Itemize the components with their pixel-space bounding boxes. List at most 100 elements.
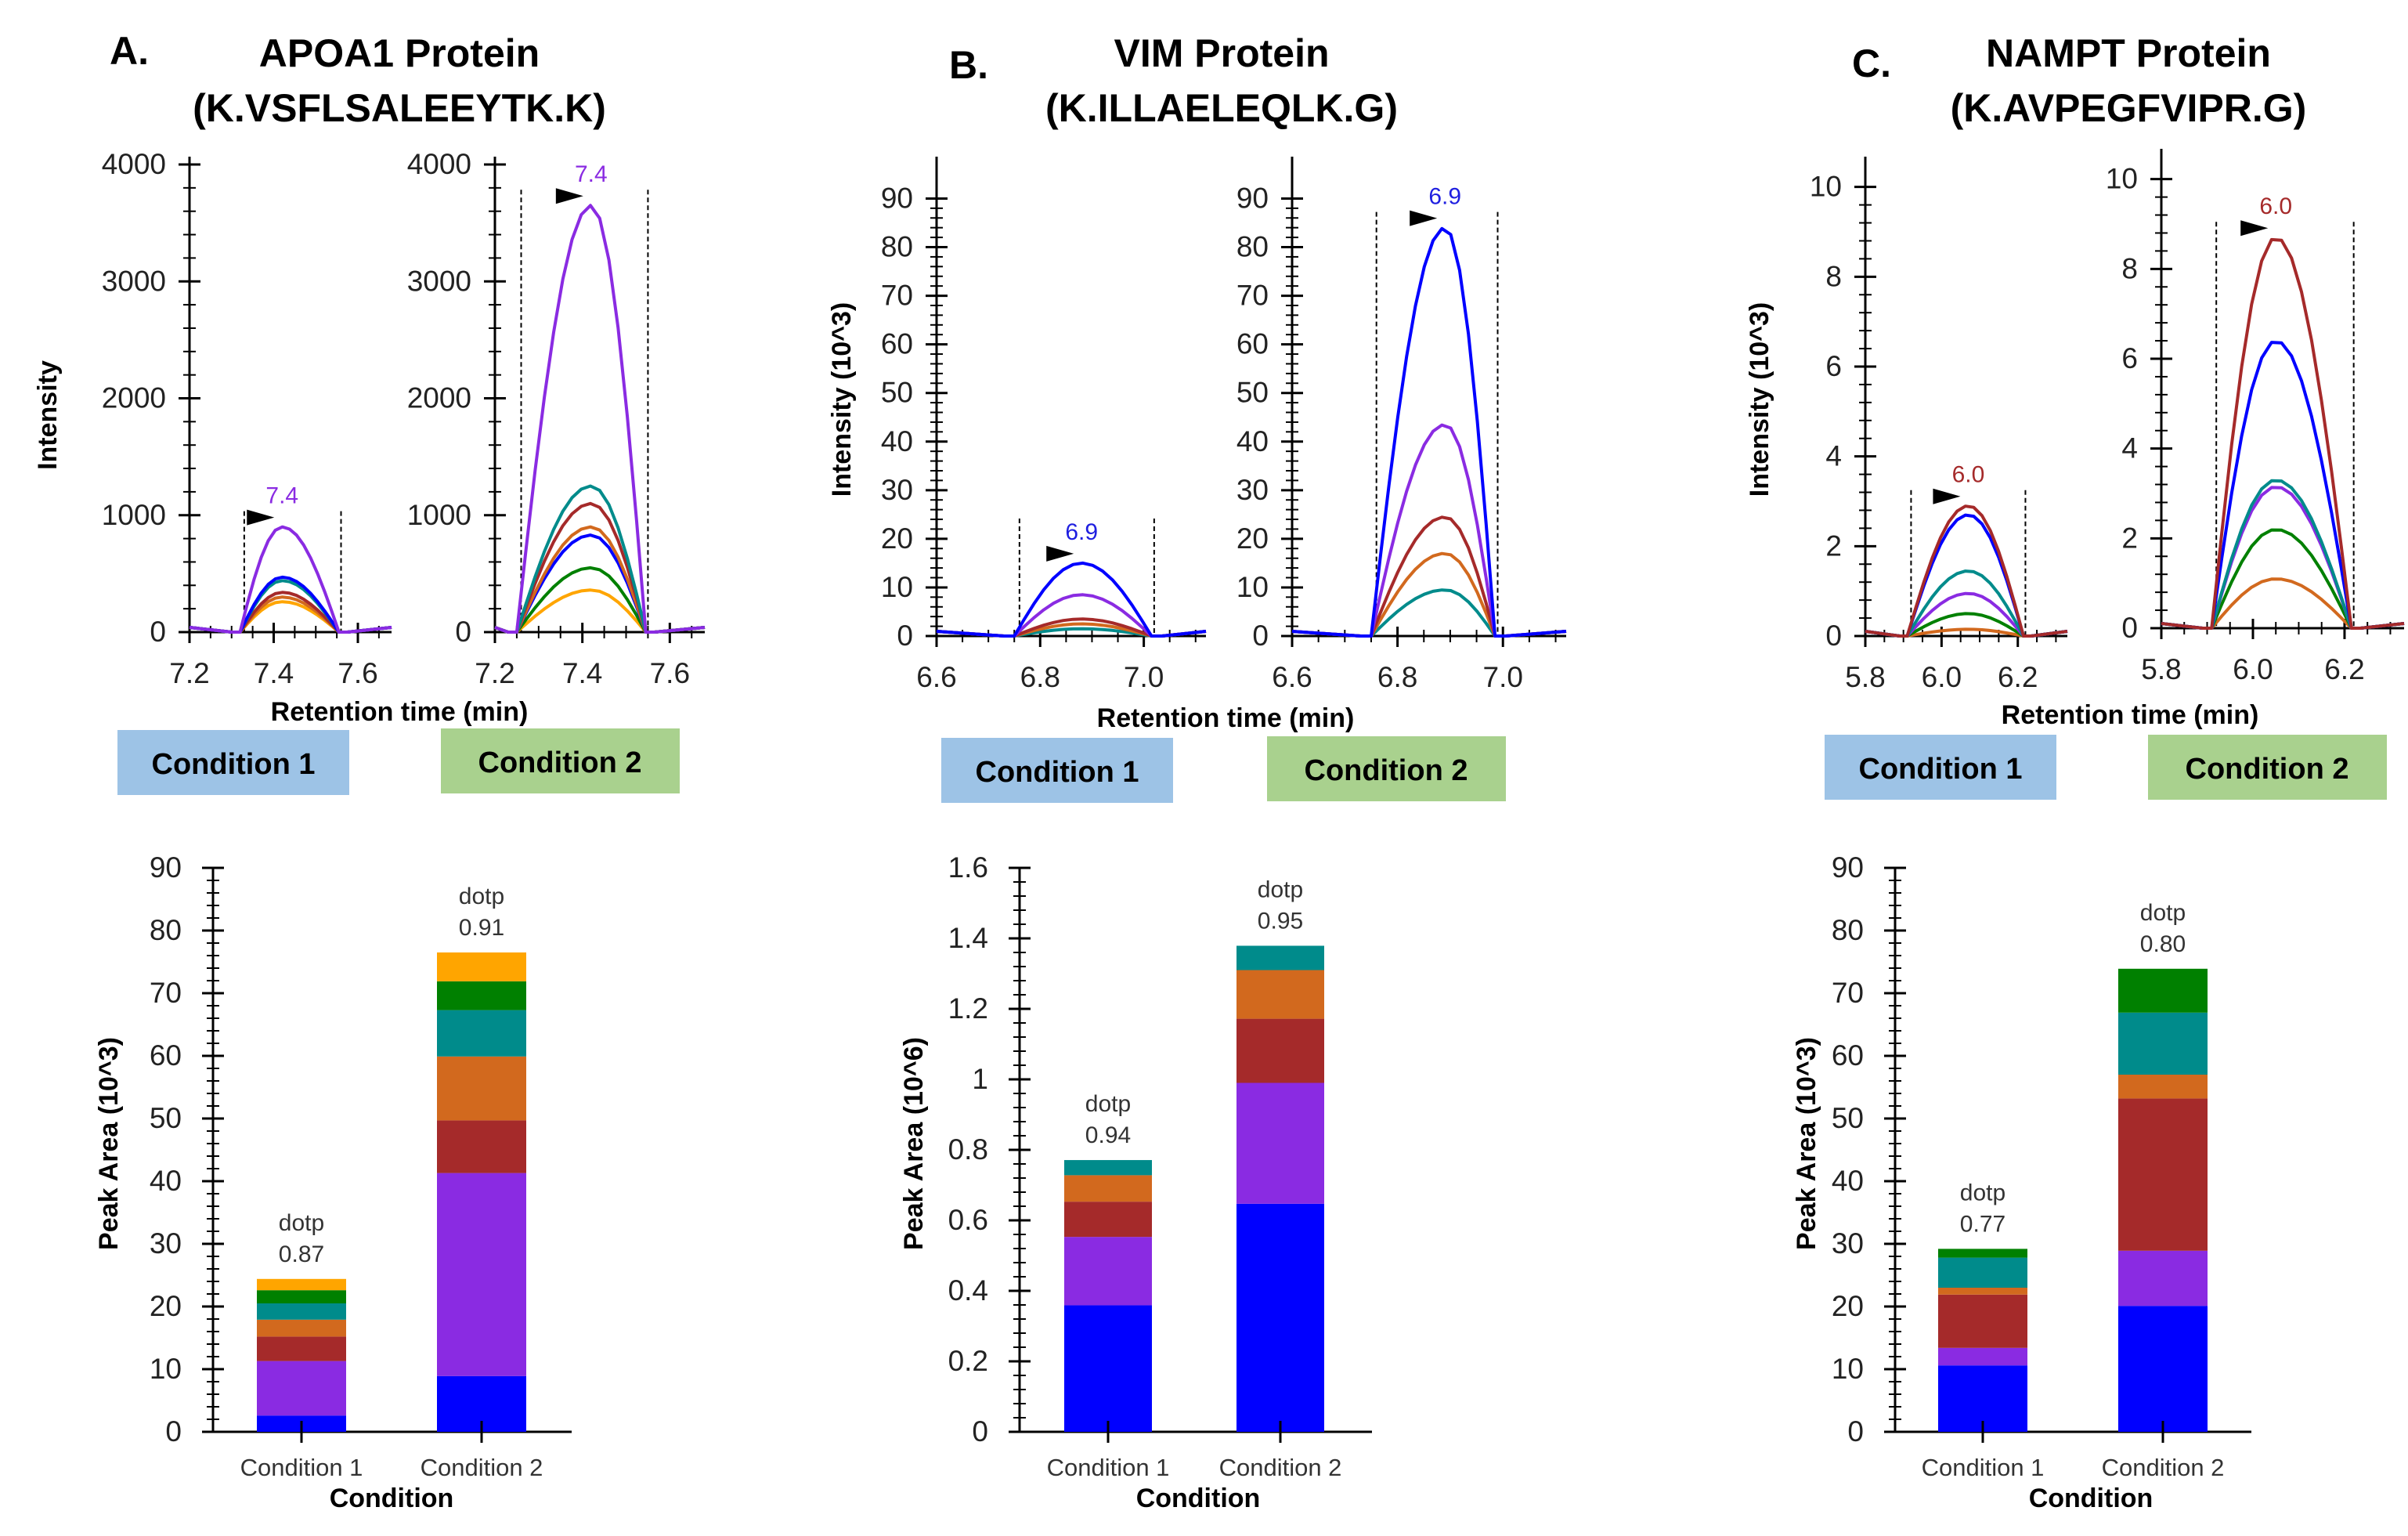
panel-a-intensity-axis-title: Intensity (33, 360, 63, 470)
bar-segment-brown (1064, 1202, 1152, 1238)
y-tick-label: 40 (881, 425, 913, 457)
y-tick-label: 80 (881, 231, 913, 263)
bar-2 (2118, 968, 2208, 1432)
chromatogram-1: 0 1000 2000 3000 4000 7.2 7.4 7.6 7.4 (102, 148, 392, 689)
y-tick-label: 60 (1832, 1039, 1864, 1072)
y-tick-label: 4000 (102, 148, 166, 180)
y-tick-label: 0 (972, 1415, 988, 1447)
trace-teal (2161, 479, 2405, 630)
condition-1-box-bg (941, 738, 1173, 803)
panel-b-condition-1-box: Condition 1 (941, 738, 1173, 803)
y-tick-label: 40 (1832, 1165, 1864, 1197)
dotp-label: dotp (1960, 1180, 2005, 1205)
category-label: Condition 1 (240, 1454, 363, 1481)
bar-1 (1064, 1160, 1152, 1432)
bar-segment-teal (1236, 945, 1324, 970)
y-tick-label: 0 (165, 1415, 182, 1447)
panel-a-peak-area-axis-title: Peak Area (10^3) (94, 1037, 124, 1250)
condition-2-box-label: Condition 2 (2186, 753, 2349, 786)
bar-segment-teal (257, 1303, 346, 1320)
chromatogram-1: 0 10 20 30 40 50 60 70 80 90 6.6 6.8 7.0 6.9 (881, 157, 1207, 693)
trace-orange (1865, 627, 2068, 638)
bar-segment-purple (257, 1361, 346, 1416)
y-tick-label: 4000 (407, 148, 471, 180)
y-tick-label: 4 (1825, 440, 1842, 472)
panel-a-condition-axis-title: Condition (330, 1484, 454, 1513)
y-tick-label: 50 (881, 377, 913, 409)
condition-2-box-label: Condition 2 (478, 746, 642, 779)
y-tick-label: 40 (150, 1165, 182, 1197)
y-tick-label: 50 (1832, 1102, 1864, 1134)
y-tick-label: 30 (1236, 474, 1269, 506)
trace-green (1865, 612, 2068, 638)
bar-segment-blue (1236, 1203, 1324, 1432)
bar-segment-purple (1236, 1082, 1324, 1204)
trace-brown (1291, 515, 1567, 638)
bar-segment-teal (1938, 1257, 2027, 1288)
y-tick-label: 80 (150, 914, 182, 946)
y-tick-label: 3000 (102, 265, 166, 297)
category-label: Condition 2 (2102, 1454, 2225, 1481)
bar-segment-blue (1938, 1365, 2027, 1432)
condition-2-box-bg (2148, 735, 2387, 800)
peak-apex-marker-icon (1933, 488, 1961, 504)
bar-segment-yellow (257, 1278, 346, 1291)
panel-c-condition-2-box: Condition 2 (2148, 735, 2387, 800)
y-tick-label: 0 (1825, 620, 1842, 652)
bar-segment-green (257, 1290, 346, 1303)
x-tick-label: 6.8 (1020, 661, 1060, 693)
bar-segment-brown (2118, 1098, 2208, 1251)
y-tick-label: 0 (455, 616, 471, 648)
y-tick-label: 90 (1236, 182, 1269, 214)
y-tick-label: 20 (1832, 1290, 1864, 1322)
y-tick-label: 10 (1236, 571, 1269, 603)
y-tick-label: 30 (881, 474, 913, 506)
x-tick-label: 6.0 (2233, 653, 2273, 685)
y-tick-label: 60 (1236, 328, 1269, 360)
bar-segment-orange (2118, 1075, 2208, 1099)
y-tick-label: 1 (972, 1063, 988, 1095)
bar-segment-purple (1938, 1347, 2027, 1366)
panel-a-bar-chart: 0 10 20 30 40 50 60 70 80 90 Condition 1 dotp 0.87 Co… (150, 851, 572, 1481)
y-tick-label: 3000 (407, 265, 471, 297)
y-tick-label: 40 (1236, 425, 1269, 457)
dotp-label: dotp (1085, 1091, 1131, 1117)
condition-1-box-label: Condition 1 (152, 748, 316, 781)
condition-1-box-bg (117, 730, 349, 795)
bar-segment-brown (1938, 1294, 2027, 1348)
x-tick-label: 6.0 (1922, 661, 1962, 693)
panel-b-chromatograms: 0 10 20 30 40 50 60 70 80 90 6.6 6.8 7.0 6.9 0 10 20 30 40… (881, 157, 1567, 693)
category-label: Condition 2 (421, 1454, 543, 1481)
dotp-label: dotp (1258, 876, 1303, 902)
panel-c-title-peptide: (K.AVPEGFVIPR.G) (1951, 86, 2307, 130)
panel-b-intensity-axis-title: Intensity (10^3) (827, 302, 857, 497)
x-tick-label: 5.8 (2141, 653, 2181, 685)
y-tick-label: 0 (1252, 620, 1269, 652)
y-tick-label: 20 (150, 1290, 182, 1322)
dotp-value: 0.87 (279, 1241, 324, 1267)
y-tick-label: 10 (881, 571, 913, 603)
panel-c-chromatograms: 0 2 4 6 8 10 5.8 6.0 6.2 6.0 0 2 4 6 8 10 5.8 6.0 6.2 6.0 (1810, 149, 2405, 693)
y-tick-label: 1.6 (948, 851, 988, 884)
chromatogram-2: 0 1000 2000 3000 4000 7.2 7.4 7.6 7.4 (407, 148, 706, 689)
trace-orange (2161, 577, 2405, 630)
chromatogram-2: 0 10 20 30 40 50 60 70 80 90 6.6 6.8 7.0 6.9 (1236, 157, 1567, 693)
y-tick-label: 30 (1832, 1227, 1864, 1260)
panel-c-condition-1-box: Condition 1 (1825, 735, 2056, 800)
y-tick-label: 0 (897, 620, 913, 652)
trace-green (494, 566, 706, 634)
panel-b-title-protein: VIM Protein (1114, 31, 1329, 75)
peak-apex-marker-icon (1046, 545, 1074, 562)
y-tick-label: 10 (150, 1353, 182, 1385)
category-label: Condition 2 (1219, 1454, 1342, 1481)
panel-letter-a: A. (110, 29, 149, 73)
condition-1-box-label: Condition 1 (1859, 753, 2023, 786)
trace-teal (189, 579, 392, 634)
x-tick-label: 7.0 (1483, 661, 1523, 693)
bar-1 (257, 1278, 346, 1432)
peak-rt-label: 7.4 (265, 483, 298, 509)
dotp-value: 0.91 (459, 915, 504, 941)
trace-brown (936, 617, 1207, 638)
x-tick-label: 6.2 (2324, 653, 2364, 685)
